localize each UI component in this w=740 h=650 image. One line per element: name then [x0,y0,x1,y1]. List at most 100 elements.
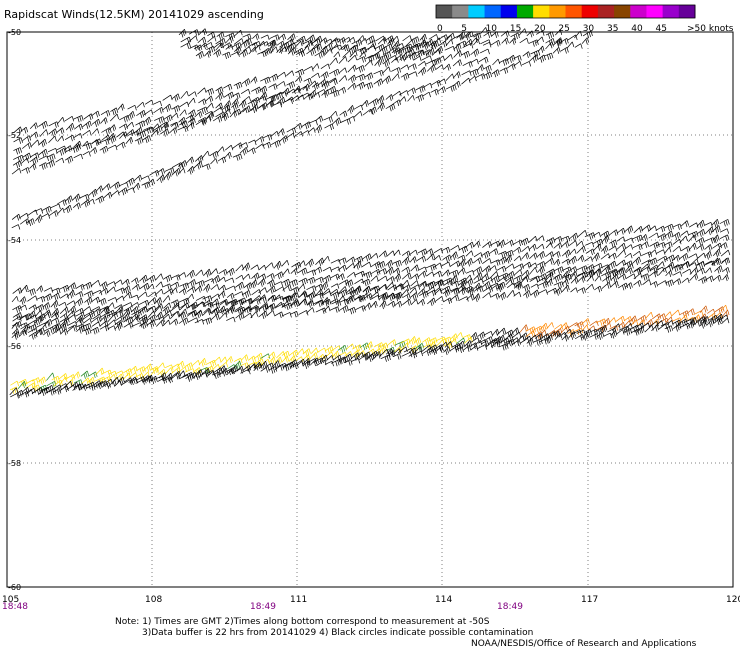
wind-barb [573,327,584,336]
wind-barb [581,37,590,45]
wind-barb [291,88,301,94]
wind-barb [689,273,699,281]
wind-barb [497,239,506,249]
wind-barb [561,284,570,292]
wind-barb [663,230,674,239]
wind-barb [42,321,50,328]
wind-barb [315,257,325,267]
wind-barb [115,370,124,376]
wind-barb [399,52,408,62]
wind-barb [18,390,30,398]
wind-barb [210,268,219,276]
wind-barb [347,64,357,73]
wind-barb [681,246,691,253]
wind-barb [392,267,401,275]
wind-barb [251,41,261,47]
wind-barb [449,269,459,278]
wind-barb [464,340,472,349]
wind-barb [443,280,453,286]
wind-barb [84,310,96,319]
wind-barb [679,253,689,262]
wind-barb [425,38,434,46]
wind-barb [440,285,451,294]
wind-barb [425,286,436,293]
wind-barb [207,36,217,43]
wind-barb [711,218,720,228]
wind-barb [391,40,400,50]
wind-barb [417,39,427,49]
wind-barb [522,51,531,59]
wind-barb [306,300,315,307]
wind-barb [317,347,327,354]
wind-barb [215,102,223,110]
wind-barb [526,330,536,338]
wind-barb [266,285,276,294]
wind-barb [410,273,420,281]
wind-barb [57,383,68,389]
wind-barb [705,267,712,274]
wind-barb [265,362,274,370]
wind-barb [330,110,338,117]
wind-barb [480,39,491,45]
wind-barb [178,311,187,321]
wind-barb [302,45,310,53]
legend-swatch [452,5,469,18]
wind-barb [92,289,103,296]
wind-barb [163,302,172,309]
wind-barb [282,284,292,291]
wind-barb [568,322,579,328]
wind-barb [696,267,706,275]
wind-barb [372,51,381,59]
wind-barb [250,306,261,313]
wind-barb [536,235,545,241]
time-label: 18:49 [250,602,276,612]
wind-barb [11,213,21,221]
wind-barb [632,243,643,251]
wind-barb [330,306,340,313]
wind-barb [600,253,611,260]
wind-barb [505,271,515,280]
wind-barb [401,284,411,291]
wind-barb [52,388,62,395]
wind-barb [235,274,244,281]
wind-barb [452,59,462,67]
wind-barb [195,269,204,277]
wind-barb [150,129,159,137]
wind-barb [656,261,665,268]
wind-barb [624,252,633,259]
wind-barb [306,277,316,285]
wind-barb [18,212,29,219]
wind-barb [11,224,21,230]
wind-barb [365,341,373,350]
wind-barb [401,272,412,280]
wind-barb [298,85,308,92]
wind-barb [201,163,211,170]
wind-barb [545,242,553,249]
wind-barb [10,380,19,387]
wind-barb [203,278,215,284]
wind-barb [147,291,157,298]
wind-barb [609,317,617,323]
wind-barb [687,319,696,329]
wind-barb [162,295,171,303]
wind-barb [289,310,299,318]
wind-barb [497,283,504,292]
wind-barb [699,313,707,321]
wind-barb [445,73,455,81]
wind-barb [488,248,499,255]
wind-barb [232,153,243,161]
wind-barb [401,279,410,288]
wind-barb [699,319,707,329]
wind-barb [351,39,363,47]
wind-barb [314,276,324,284]
wind-barb [153,100,163,107]
wind-barb [426,271,435,277]
wind-barb [338,305,349,314]
wind-barb [435,64,444,71]
wind-barb [425,248,434,256]
wind-barb [417,49,425,57]
wind-barb [394,273,402,283]
wind-barb [139,274,148,284]
wind-barb [73,133,83,139]
